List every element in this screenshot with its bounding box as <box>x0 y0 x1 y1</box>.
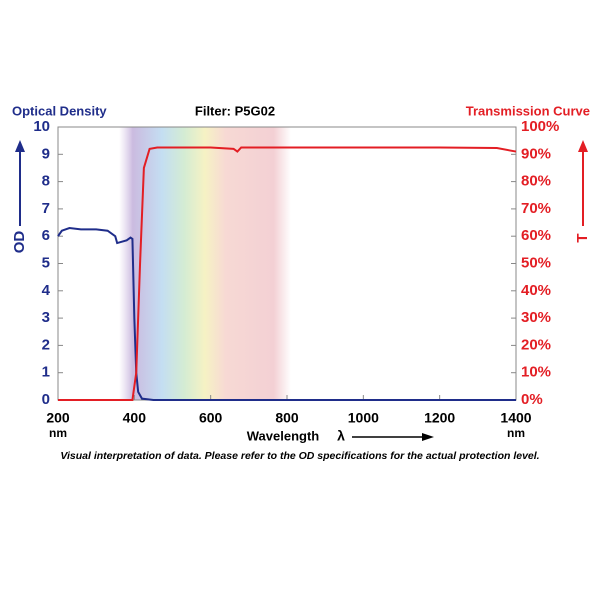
x-unit: nm <box>507 426 525 440</box>
y-tick-label: 2 <box>42 336 50 353</box>
x-arrow-head <box>422 433 434 441</box>
y2-tick-label: 10% <box>521 364 551 381</box>
y-axis-label: OD <box>11 231 28 254</box>
y2-axis-title: Transmission Curve <box>466 103 590 118</box>
x-unit: nm <box>49 426 67 440</box>
y-tick-label: 4 <box>42 282 51 299</box>
y-axis-title: Optical Density <box>12 103 107 118</box>
series-line <box>57 226 516 401</box>
y2-tick-label: 80% <box>521 173 551 190</box>
x-tick-label: 800 <box>275 410 299 426</box>
y-tick-label: 5 <box>42 254 50 271</box>
caption: Visual interpretation of data. Please re… <box>60 450 539 462</box>
x-tick-label: 1400 <box>500 410 531 426</box>
y2-arrow-head <box>578 140 588 152</box>
y2-tick-label: 20% <box>521 336 551 353</box>
y-tick-label: 9 <box>42 145 50 162</box>
y2-axis-label: T <box>574 233 591 242</box>
y2-tick-label: 50% <box>521 254 551 271</box>
x-tick-label: 1200 <box>424 410 455 426</box>
y-tick-label: 0 <box>42 391 50 408</box>
x-tick-label: 200 <box>46 410 70 426</box>
x-symbol: λ <box>337 428 345 444</box>
y-tick-label: 3 <box>42 309 50 326</box>
y2-tick-label: 100% <box>521 118 559 135</box>
y-tick-label: 6 <box>42 227 50 244</box>
y2-tick-label: 60% <box>521 227 551 244</box>
x-tick-label: 600 <box>199 410 223 426</box>
y2-tick-label: 70% <box>521 200 551 217</box>
x-tick-label: 1000 <box>348 410 379 426</box>
y2-tick-label: 0% <box>521 391 543 408</box>
x-tick-label: 400 <box>123 410 147 426</box>
y-tick-label: 7 <box>42 200 50 217</box>
y-arrow-head <box>15 140 25 152</box>
y2-tick-label: 90% <box>521 145 551 162</box>
y-tick-label: 1 <box>42 364 50 381</box>
spectrum-band <box>119 127 291 400</box>
x-axis-label: Wavelength <box>247 428 320 443</box>
y2-tick-label: 30% <box>521 309 551 326</box>
chart-title: Filter: P5G02 <box>195 103 275 118</box>
y-tick-label: 8 <box>42 173 50 190</box>
y2-tick-label: 40% <box>521 282 551 299</box>
y-tick-label: 10 <box>33 118 50 135</box>
series-line <box>58 146 517 401</box>
